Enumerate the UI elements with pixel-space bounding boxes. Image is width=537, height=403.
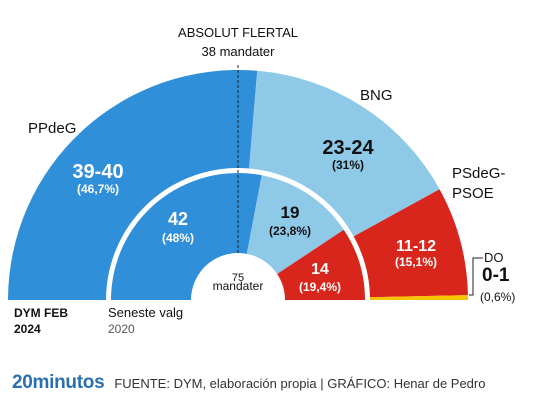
party-name-do: DO [484, 250, 504, 265]
previous-pct-bng: (23,8%) [269, 224, 311, 238]
poll-segment-do [369, 295, 468, 300]
party-name-ppdeg: PPdeG [28, 120, 76, 137]
previous-seats-bng: 19 [281, 203, 300, 222]
previous-segment-bng [246, 175, 344, 274]
total-seats-number: 75 [232, 272, 244, 284]
majority-title: ABSOLUT FLERTAL [178, 25, 298, 40]
source-credit: FUENTE: DYM, elaboración propia | GRÁFIC… [114, 375, 486, 391]
poll-segment-ppdeg [8, 70, 258, 300]
majority-subtitle: 38 mandater [202, 44, 276, 59]
party-name-psdeg-line2: PSOE [452, 185, 494, 202]
previous-pct-psdeg-psoe: (19,4%) [299, 280, 341, 294]
previous-election-ring [111, 172, 365, 300]
previous-year: 2020 [108, 322, 135, 336]
poll-ring [8, 70, 468, 300]
poll-name: DYM FEB [14, 306, 68, 320]
poll-segment-bng [249, 70, 440, 237]
previous-seats-ppdeg: 42 [168, 209, 188, 229]
parliament-chart: 39-40(46,7%) 23-24(31%) 11-12(15,1%) 0-1 (0,… [8, 25, 515, 336]
poll-pct-bng: (31%) [332, 158, 364, 172]
poll-seats-psdeg-psoe: 11-12 [396, 238, 436, 255]
previous-pct-ppdeg: (48%) [162, 231, 194, 245]
poll-pct-ppdeg: (46,7%) [77, 182, 119, 196]
do-leader-line [469, 257, 483, 296]
brand-logo: 20minutos [12, 372, 105, 393]
poll-pct-psdeg-psoe: (15,1%) [395, 255, 437, 269]
party-name-bng: BNG [360, 87, 393, 104]
poll-pct-do: (0,6%) [480, 290, 515, 304]
party-name-psdeg-line1: PSdeG- [452, 165, 505, 182]
footer: 20minutos FUENTE: DYM, elaboración propi… [12, 368, 527, 398]
previous-segment-ppdeg [111, 172, 262, 300]
poll-segment-psdeg-psoe [353, 189, 468, 298]
poll-seats-do: 0-1 [482, 265, 510, 286]
poll-year: 2024 [14, 322, 41, 336]
previous-seats-psdeg-psoe: 14 [311, 261, 329, 278]
previous-name: Seneste valg [108, 305, 183, 320]
poll-seats-ppdeg: 39-40 [72, 161, 123, 183]
poll-seats-bng: 23-24 [322, 137, 374, 159]
previous-segment-psdeg-psoe [277, 229, 365, 300]
total-seats-label: mandater [213, 279, 264, 293]
